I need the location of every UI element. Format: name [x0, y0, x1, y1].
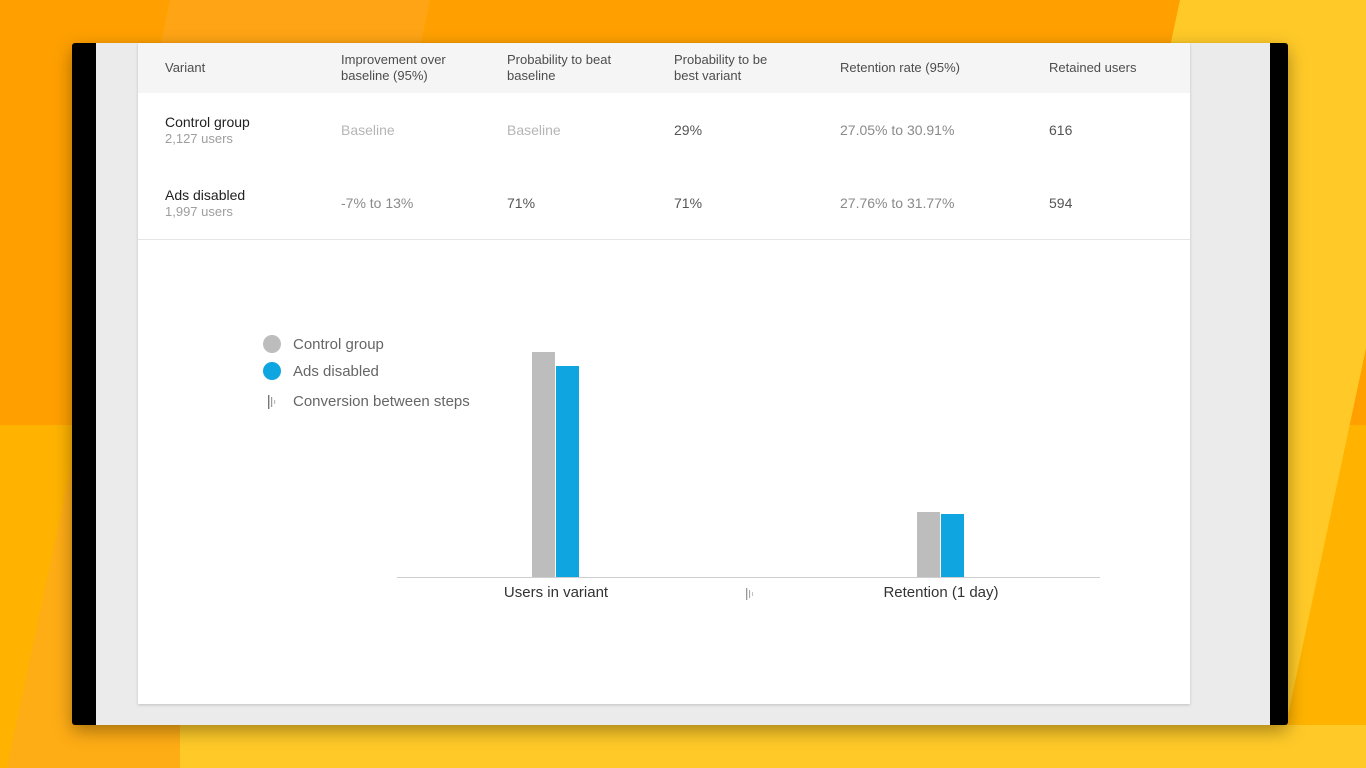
header-line: Probability to be — [674, 52, 768, 67]
prob-best-cell: 71% — [674, 194, 703, 211]
header-line: Retention rate (95%) — [840, 60, 960, 75]
variant-name: Control group — [165, 113, 250, 130]
legend-item-control[interactable]: Control group — [263, 335, 384, 353]
variant-cell: Control group 2,127 users — [165, 93, 250, 166]
x-axis-line — [397, 577, 1100, 578]
bar-control-1[interactable] — [917, 512, 940, 577]
variant-cell: Ads disabled 1,997 users — [165, 166, 245, 239]
header-retention-rate: Retention rate (95%) — [840, 43, 960, 93]
funnel-bar-chart: Users in variant Retention (1 day) — [138, 43, 1190, 704]
conversion-step-icon[interactable] — [745, 587, 755, 605]
header-prob-best: Probability to be best variant — [674, 43, 767, 93]
improvement-cell: -7% to 13% — [341, 194, 414, 211]
header-retained-users: Retained users — [1049, 43, 1136, 93]
legend-label: Control group — [293, 335, 384, 353]
header-line: baseline (95%) — [341, 68, 428, 83]
variant-users: 1,997 users — [165, 203, 233, 219]
table-row[interactable]: Ads disabled 1,997 users -7% to 13% 71% … — [138, 166, 1190, 240]
prob-beat-cell: 71% — [507, 194, 536, 211]
variant-name: Ads disabled — [165, 186, 246, 203]
header-improvement: Improvement over baseline (95%) — [341, 43, 446, 93]
header-line: Improvement over — [341, 52, 446, 67]
prob-best-cell: 29% — [674, 121, 703, 138]
x-tick-label: Users in variant — [503, 584, 609, 601]
improvement-cell: Baseline — [341, 121, 395, 138]
header-line: baseline — [507, 68, 556, 83]
ads-swatch-icon — [263, 362, 281, 380]
bar-ads-1[interactable] — [941, 514, 964, 577]
header-line: best variant — [674, 68, 742, 83]
legend-item-conversion: Conversion between steps — [263, 393, 470, 410]
table-header: Variant Improvement over baseline (95%) … — [138, 43, 1190, 94]
legend-label: Conversion between steps — [293, 393, 470, 410]
retained-users-cell: 616 — [1049, 121, 1073, 138]
results-card: Variant Improvement over baseline (95%) … — [138, 43, 1190, 704]
bar-ads-0[interactable] — [556, 366, 579, 577]
header-line: Probability to beat — [507, 52, 612, 67]
conversion-steps-icon — [263, 394, 281, 409]
variant-users: 2,127 users — [165, 130, 233, 146]
background-band-bottom — [180, 725, 1366, 768]
retained-users-cell: 594 — [1049, 194, 1073, 211]
header-line: Variant — [165, 60, 206, 75]
prob-beat-cell: Baseline — [507, 121, 561, 138]
legend-item-ads[interactable]: Ads disabled — [263, 362, 379, 380]
retention-rate-cell: 27.76% to 31.77% — [840, 194, 955, 211]
bar-control-0[interactable] — [532, 352, 555, 577]
x-tick-label: Retention (1 day) — [883, 584, 999, 601]
control-swatch-icon — [263, 335, 281, 353]
retention-rate-cell: 27.05% to 30.91% — [840, 121, 955, 138]
legend-label: Ads disabled — [293, 362, 379, 380]
header-variant: Variant — [165, 43, 205, 93]
header-line: Retained users — [1049, 60, 1137, 75]
header-prob-beat: Probability to beat baseline — [507, 43, 611, 93]
